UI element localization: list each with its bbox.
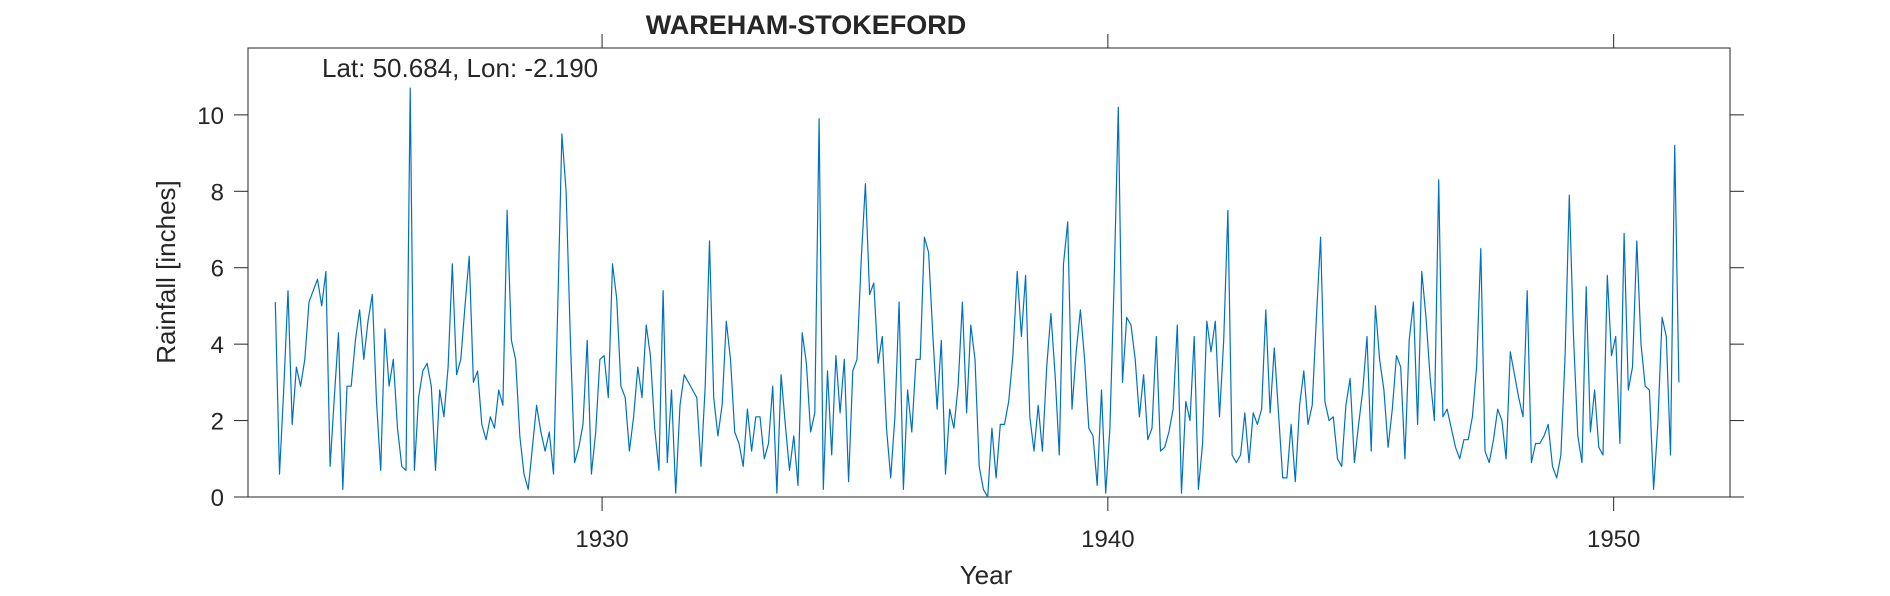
y-tick-label: 2 [211,409,224,436]
x-tick-label: 1950 [1587,526,1640,553]
y-tick-label: 10 [197,103,224,130]
y-tick-label: 0 [211,485,224,512]
x-axis-label: Year [960,560,1013,590]
location-annotation: Lat: 50.684, Lon: -2.190 [322,53,598,83]
y-tick-label: 4 [211,332,224,359]
plot-area: 0 2 4 6 8 10 1930 1940 1950 [197,34,1744,553]
y-axis-label: Rainfall [inches] [151,180,181,364]
plot-frame [247,47,1731,498]
y-tick-label: 6 [211,256,224,283]
chart-title: WAREHAM-STOKEFORD [646,10,967,40]
x-tick-label: 1940 [1081,526,1134,553]
x-tick-label: 1930 [575,526,628,553]
rainfall-series-line [274,87,1680,498]
y-tick-label: 8 [211,179,224,206]
